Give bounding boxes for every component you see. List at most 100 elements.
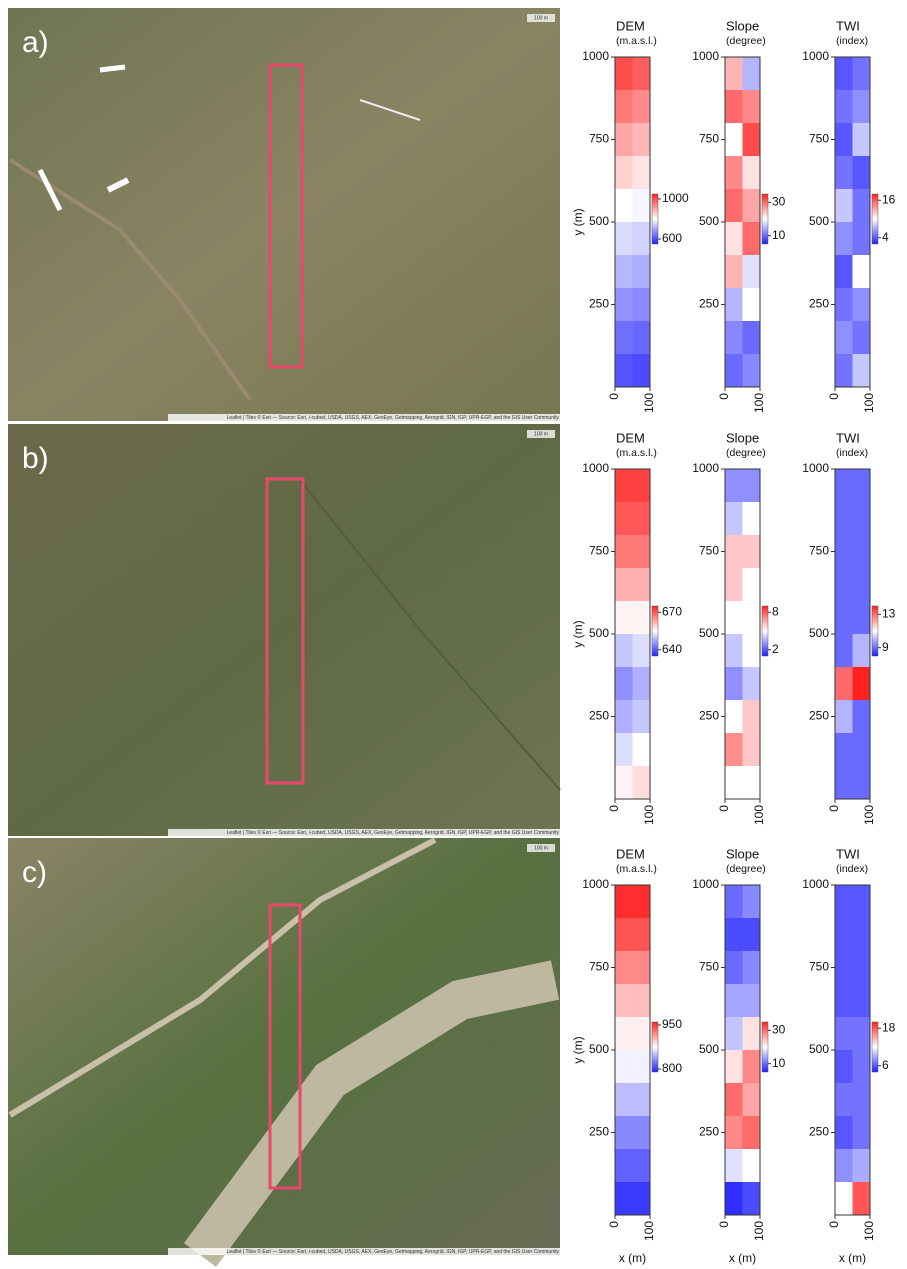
heatmap-cell bbox=[742, 885, 761, 919]
attribution-box bbox=[168, 1248, 560, 1255]
heatmap-cell bbox=[615, 568, 633, 602]
heatmap-cell bbox=[852, 156, 871, 190]
colorbar-tick-label: 30 bbox=[772, 1023, 786, 1037]
colorbar bbox=[761, 193, 769, 245]
colorbar bbox=[761, 605, 769, 657]
heatmap-cell bbox=[615, 1116, 633, 1150]
plot-title: DEM bbox=[616, 846, 645, 861]
heatmap-cell bbox=[632, 156, 651, 190]
heatmap-cell bbox=[835, 57, 853, 91]
panel-label: a) bbox=[22, 26, 49, 59]
heatmap-cell bbox=[725, 354, 743, 388]
x-tick-label: 0 bbox=[827, 805, 841, 812]
y-tick-label: 250 bbox=[809, 297, 829, 311]
heatmap-cell bbox=[725, 502, 743, 536]
heatmap-cell bbox=[632, 1116, 651, 1150]
heatmap-cell bbox=[742, 502, 761, 536]
heatmap-cell bbox=[632, 321, 651, 355]
colorbar bbox=[871, 1021, 879, 1073]
heatmap-cell bbox=[852, 700, 871, 734]
heatmap-cell bbox=[835, 667, 853, 701]
heatmap-plot: Slope (degree) 250 500 750 1000 0 100 x (m) 10 30 bbox=[692, 846, 785, 1265]
heatmap-cell bbox=[725, 255, 743, 289]
heatmap-cell bbox=[632, 951, 651, 985]
plot-title: TWI bbox=[836, 18, 860, 33]
plot-subtitle: (index) bbox=[836, 35, 868, 47]
heatmap-cell bbox=[632, 90, 651, 124]
heatmap-cell bbox=[725, 733, 743, 767]
y-tick-label: 1000 bbox=[692, 877, 719, 891]
heatmap-cell bbox=[852, 1116, 871, 1150]
heatmap-cell bbox=[835, 469, 853, 503]
heatmap-cell bbox=[742, 123, 761, 157]
heatmap-plot: DEM (m.a.s.l.) 250 500 750 1000 0 100 y (m) 640 67… bbox=[571, 430, 682, 825]
heatmap-cell bbox=[835, 1017, 853, 1051]
panel-label: c) bbox=[22, 856, 47, 889]
heatmap-cell bbox=[725, 1182, 743, 1216]
heatmap-plot: DEM (m.a.s.l.) 250 500 750 1000 0 100 y (m) x (m)… bbox=[571, 846, 682, 1265]
heatmap-cell bbox=[835, 222, 853, 256]
colorbar-tick-label: 4 bbox=[882, 230, 889, 244]
heatmap-cell bbox=[835, 733, 853, 767]
heatmap-cell bbox=[852, 568, 871, 602]
heatmap-cell bbox=[835, 885, 853, 919]
heatmap-cell bbox=[742, 667, 761, 701]
heatmap-cell bbox=[742, 321, 761, 355]
heatmap-plot: Slope (degree) 250 500 750 1000 0 100 2 8 bbox=[692, 430, 779, 825]
heatmap-cell bbox=[725, 568, 743, 602]
heatmap-cell bbox=[742, 255, 761, 289]
x-tick-label: 100 bbox=[862, 393, 876, 413]
y-tick-label: 1000 bbox=[802, 877, 829, 891]
heatmap-cell bbox=[632, 766, 651, 800]
x-tick-label: 0 bbox=[607, 393, 621, 400]
y-tick-label: 750 bbox=[589, 544, 609, 558]
plot-subtitle: (m.a.s.l.) bbox=[616, 863, 657, 875]
heatmap-cell bbox=[615, 951, 633, 985]
panel-label: b) bbox=[22, 442, 49, 475]
x-tick-label: 100 bbox=[642, 805, 656, 825]
heatmap-cell bbox=[852, 1182, 871, 1216]
heatmap-cell bbox=[615, 1149, 633, 1183]
x-tick-label: 0 bbox=[827, 1221, 841, 1228]
heatmap-cell bbox=[725, 57, 743, 91]
y-tick-label: 250 bbox=[699, 1125, 719, 1139]
heatmap-cell bbox=[852, 984, 871, 1018]
y-tick-label: 1000 bbox=[582, 49, 609, 63]
heatmap-cell bbox=[615, 222, 633, 256]
heatmap-cell bbox=[615, 321, 633, 355]
heatmap-cell bbox=[742, 222, 761, 256]
colorbar bbox=[871, 605, 879, 657]
heatmap-cell bbox=[725, 918, 743, 952]
heatmap-cell bbox=[632, 123, 651, 157]
heatmap-cell bbox=[615, 255, 633, 289]
heatmap-cell bbox=[725, 1116, 743, 1150]
heatmap-cell bbox=[852, 90, 871, 124]
heatmap-plot: TWI (index) 250 500 750 1000 0 100 9 13 bbox=[802, 430, 895, 825]
heatmap-cell bbox=[852, 634, 871, 668]
heatmap-cell bbox=[615, 57, 633, 91]
heatmap-plot: DEM (m.a.s.l.) 250 500 750 1000 0 100 y (m) 600 10… bbox=[571, 18, 689, 413]
heatmap-cell bbox=[632, 733, 651, 767]
heatmap-cell bbox=[835, 700, 853, 734]
plot-title: DEM bbox=[616, 18, 645, 33]
y-tick-label: 500 bbox=[809, 1042, 829, 1056]
y-tick-label: 750 bbox=[589, 132, 609, 146]
heatmap-cell bbox=[615, 1182, 633, 1216]
heatmap-cell bbox=[615, 634, 633, 668]
heatmap-cell bbox=[632, 634, 651, 668]
heatmap-cell bbox=[632, 601, 651, 635]
heatmap-cell bbox=[615, 1050, 633, 1084]
scale-box bbox=[527, 844, 555, 852]
y-tick-label: 750 bbox=[809, 544, 829, 558]
heatmap-cell bbox=[742, 535, 761, 569]
plot-subtitle: (m.a.s.l.) bbox=[616, 35, 657, 47]
heatmap-cell bbox=[615, 354, 633, 388]
y-axis-label: y (m) bbox=[571, 1036, 585, 1063]
satellite-c bbox=[8, 837, 560, 1267]
y-tick-label: 750 bbox=[699, 132, 719, 146]
y-tick-label: 250 bbox=[699, 297, 719, 311]
heatmap-cell bbox=[632, 535, 651, 569]
colorbar-tick-label: 600 bbox=[662, 231, 682, 245]
heatmap-cell bbox=[835, 766, 853, 800]
